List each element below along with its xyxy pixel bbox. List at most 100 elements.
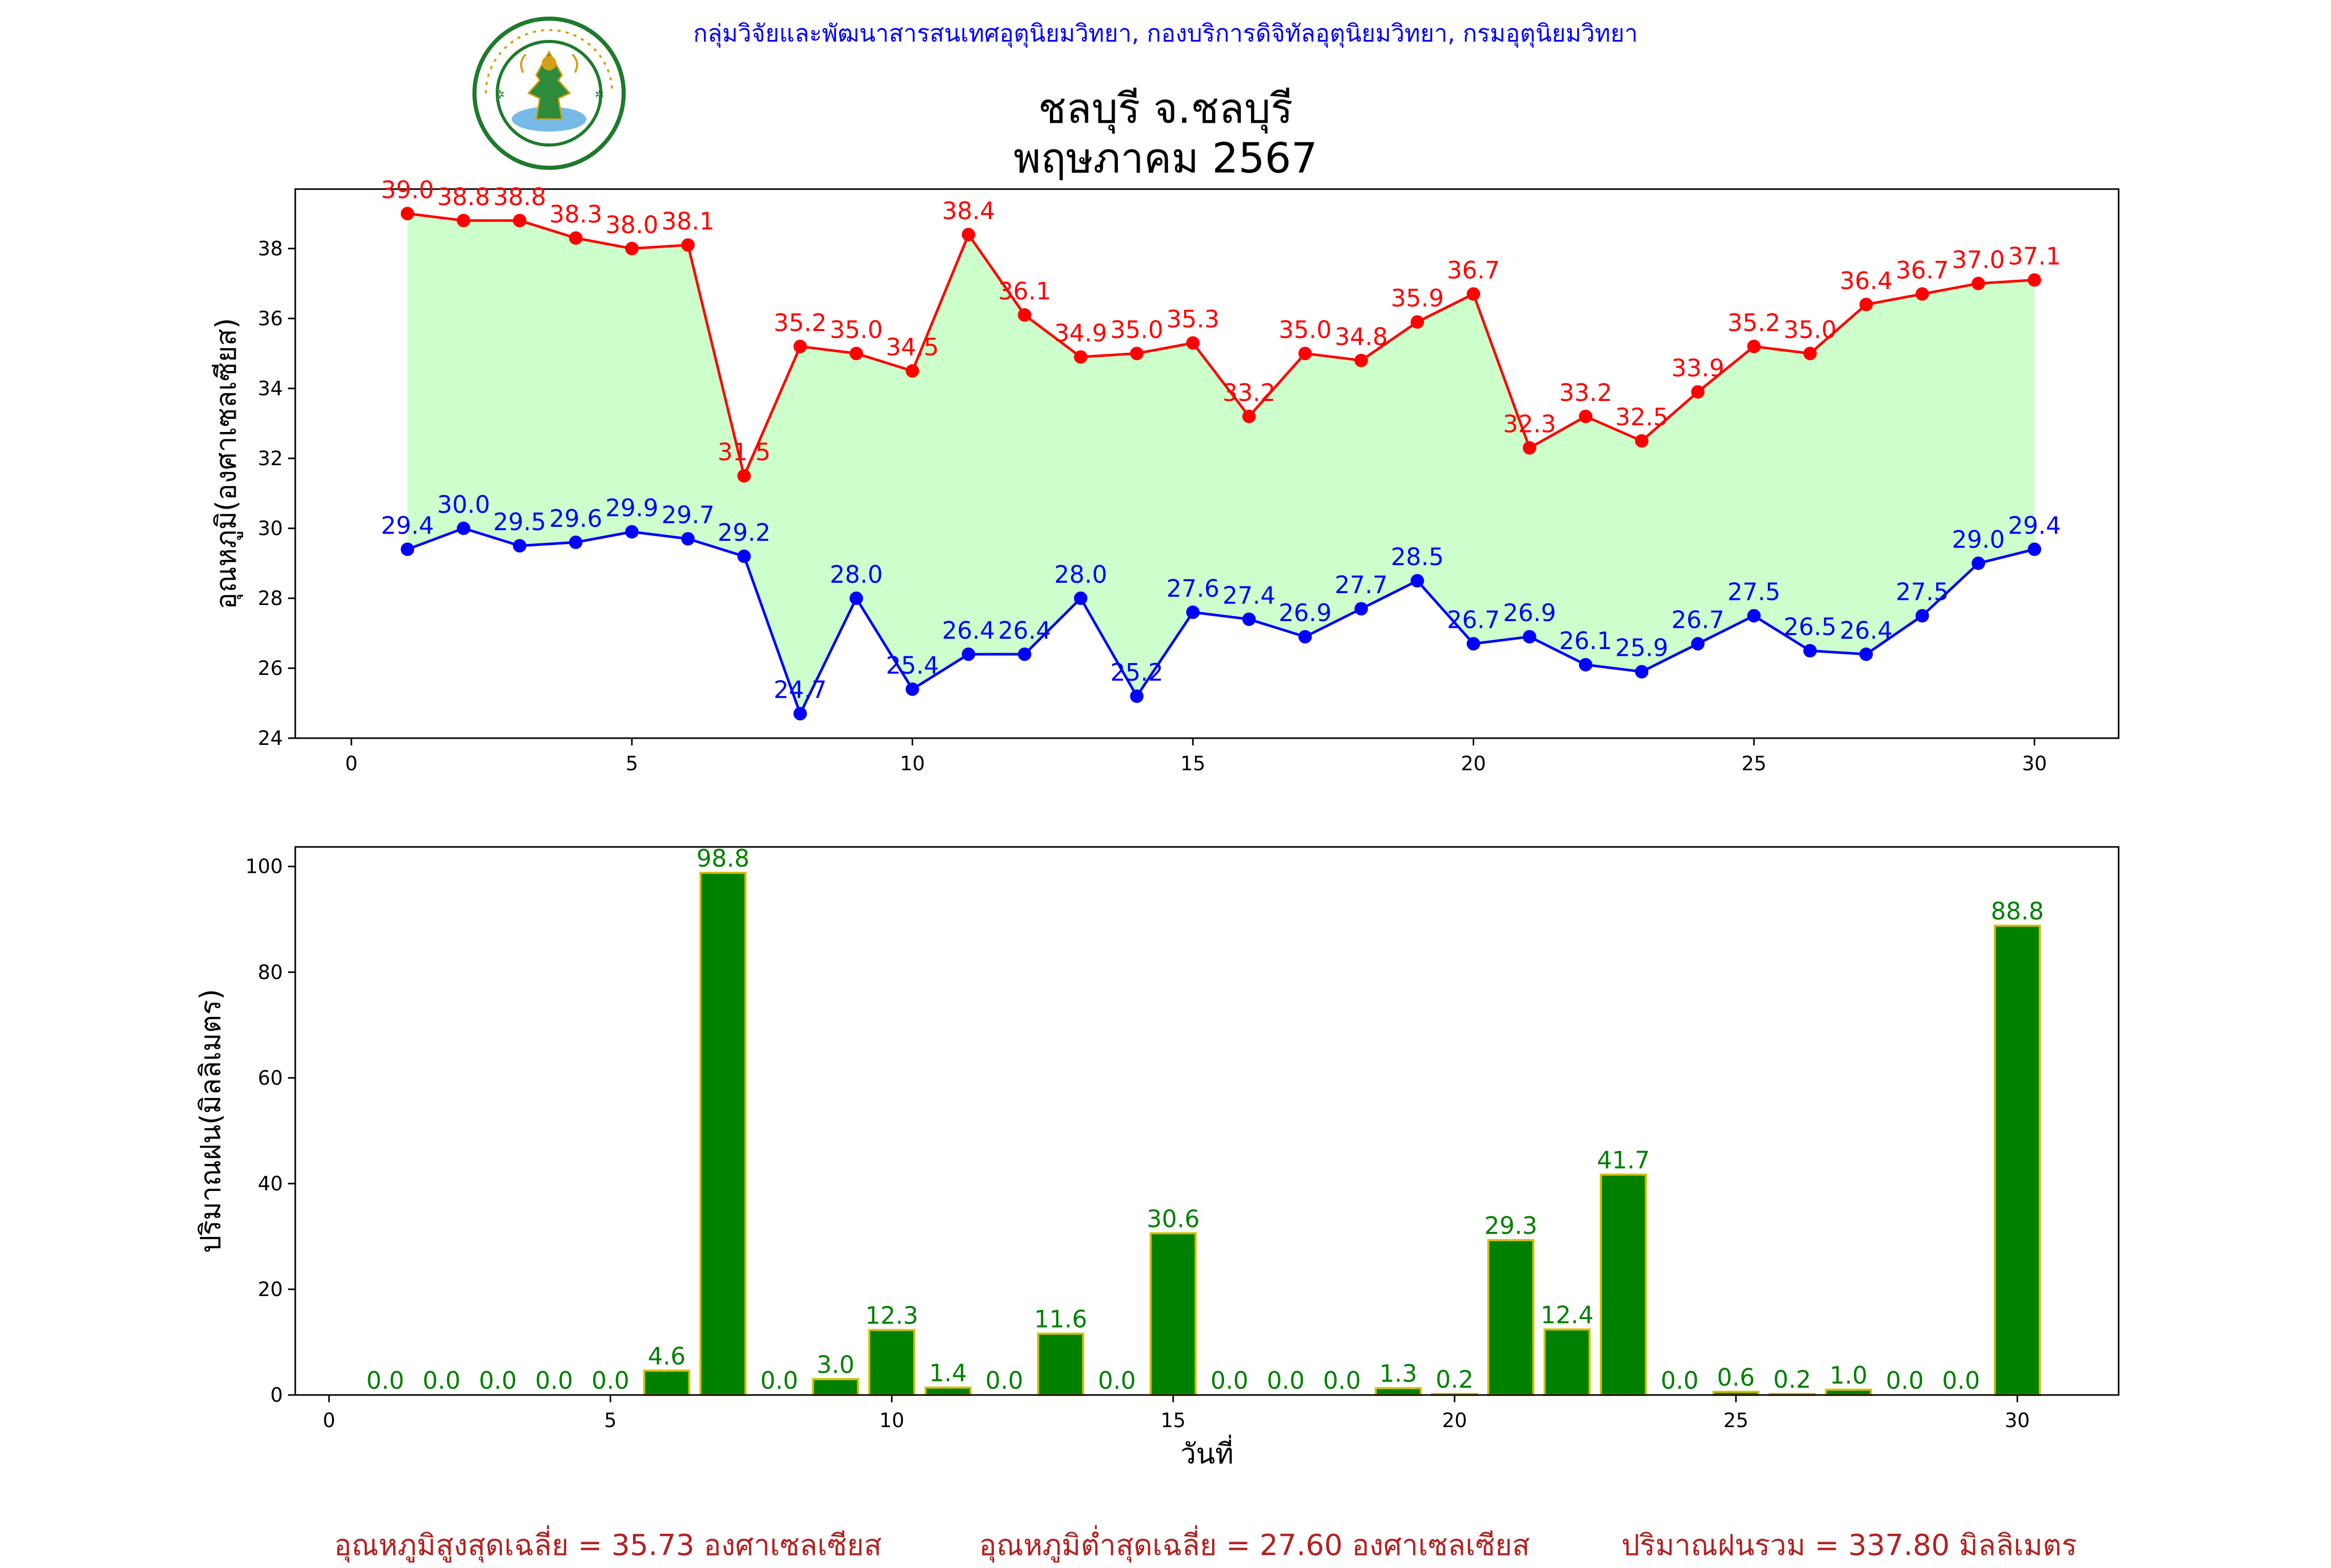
temp-x-tick-label: 5 — [626, 752, 638, 775]
min-temp-label: 26.5 — [1783, 613, 1836, 641]
rain-bar — [1543, 1328, 1591, 1397]
min-temp-label: 25.9 — [1615, 634, 1668, 662]
rain-value-label: 0.0 — [1211, 1366, 1248, 1394]
max-temp-point — [1242, 409, 1256, 423]
rain-value-label: 29.3 — [1484, 1212, 1537, 1240]
min-temp-label: 25.2 — [1110, 658, 1163, 686]
max-temp-point — [456, 213, 470, 227]
max-temp-point — [1522, 441, 1536, 455]
max-temp-label: 38.1 — [661, 207, 714, 235]
max-temp-label: 33.9 — [1671, 354, 1724, 382]
min-temp-point — [961, 647, 975, 661]
max-temp-label: 38.0 — [606, 211, 658, 239]
min-temp-label: 29.9 — [606, 494, 658, 522]
rain-value-label: 0.0 — [760, 1366, 798, 1394]
rain-value-label: 0.0 — [535, 1366, 573, 1394]
avg-max-temp-summary: อุณหภูมิสูงสุดเฉลี่ย = 35.73 องศาเซลเซีย… — [334, 1529, 882, 1562]
rain-y-tick-label: 80 — [258, 961, 283, 984]
rain-value-label: 0.2 — [1773, 1365, 1811, 1393]
rain-bar — [1600, 1173, 1647, 1396]
rain-plot-frame — [294, 846, 2120, 1396]
temp-x-tick-label: 10 — [900, 752, 925, 775]
temp-y-tick-label: 26 — [258, 657, 283, 680]
max-temp-label: 35.3 — [1167, 305, 1219, 333]
min-temp-label: 26.7 — [1671, 606, 1724, 634]
max-temp-point — [905, 364, 919, 378]
min-temp-point — [400, 542, 414, 556]
agency-credit: กลุ่มวิจัยและพัฒนาสารสนเทศอุตุนิยมวิทยา,… — [693, 19, 1638, 47]
max-temp-point — [1130, 347, 1144, 361]
rain-bar — [1825, 1388, 1872, 1397]
min-temp-label: 27.7 — [1335, 571, 1388, 599]
min-temp-label: 26.4 — [998, 616, 1051, 644]
max-temp-point — [1466, 287, 1480, 301]
rain-bar — [868, 1329, 916, 1397]
rain-value-label: 4.6 — [648, 1342, 685, 1370]
max-temp-label: 32.3 — [1503, 410, 1556, 438]
max-temp-point — [2027, 273, 2041, 287]
max-temp-point — [1298, 347, 1312, 361]
rain-value-label: 0.0 — [1323, 1366, 1361, 1394]
min-temp-label: 29.4 — [381, 511, 434, 539]
min-temp-point — [1186, 605, 1200, 619]
max-temp-point — [850, 347, 864, 361]
rain-value-label: 0.0 — [1661, 1366, 1699, 1394]
rain-value-label: 0.0 — [1942, 1366, 1980, 1394]
rain-value-label: 0.0 — [1886, 1366, 1924, 1394]
rain-bar — [1993, 925, 2041, 1396]
temp-x-tick-label: 25 — [1742, 752, 1766, 775]
min-temp-label: 26.1 — [1559, 627, 1612, 655]
max-temp-point — [1354, 353, 1368, 367]
min-temp-label: 28.0 — [1054, 560, 1107, 588]
rain-value-label: 88.8 — [1991, 897, 2044, 925]
rain-value-label: 0.6 — [1717, 1363, 1755, 1391]
min-temp-point — [1466, 637, 1480, 651]
rain-x-tick-label: 0 — [323, 1409, 335, 1432]
max-temp-label: 35.2 — [774, 309, 827, 337]
max-temp-label: 37.0 — [1952, 246, 2005, 274]
rain-value-label: 0.0 — [1267, 1366, 1305, 1394]
rain-bar — [1374, 1387, 1422, 1397]
temp-x-tick-label: 30 — [2022, 752, 2047, 775]
min-temp-label: 29.0 — [1952, 525, 2005, 553]
min-temp-label: 26.4 — [1839, 616, 1892, 644]
max-temp-point — [569, 231, 583, 245]
min-temp-point — [1747, 609, 1761, 623]
max-temp-label: 36.4 — [1839, 267, 1892, 295]
rain-bar — [699, 871, 747, 1396]
max-temp-label: 36.7 — [1447, 256, 1500, 284]
min-temp-point — [513, 539, 527, 553]
max-temp-label: 35.0 — [830, 315, 883, 343]
min-temp-label: 26.9 — [1278, 599, 1331, 627]
rain-value-label: 1.4 — [929, 1359, 967, 1387]
max-temp-point — [625, 241, 639, 255]
temp-y-tick-label: 36 — [258, 307, 283, 330]
max-temp-label: 36.1 — [998, 277, 1051, 305]
min-temp-label: 27.5 — [1728, 578, 1780, 606]
max-temp-point — [1859, 297, 1873, 311]
min-temp-label: 30.0 — [437, 491, 490, 519]
min-temp-point — [569, 535, 583, 549]
rain-y-tick-label: 20 — [258, 1278, 283, 1301]
min-temp-point — [1972, 556, 1985, 570]
temp-y-tick-label: 28 — [258, 587, 283, 610]
rain-value-label: 0.0 — [1098, 1366, 1136, 1394]
temperature-range-fill — [407, 213, 2035, 714]
temp-y-tick-label: 34 — [258, 377, 283, 400]
min-temp-label: 27.4 — [1222, 581, 1275, 609]
rain-bar — [643, 1370, 690, 1396]
max-temp-point — [400, 207, 414, 221]
min-temp-label: 24.7 — [774, 676, 827, 704]
rain-value-label: 0.0 — [592, 1366, 629, 1394]
min-temp-label: 28.5 — [1391, 543, 1444, 571]
temp-y-tick-label: 38 — [258, 237, 283, 260]
min-temp-point — [1635, 665, 1649, 679]
min-temp-point — [905, 682, 919, 696]
max-temp-label: 37.1 — [2008, 242, 2061, 270]
max-temp-label: 39.0 — [381, 176, 434, 204]
max-temp-label: 38.8 — [437, 183, 490, 211]
max-temp-label: 38.8 — [493, 183, 546, 211]
min-temp-point — [2027, 542, 2041, 556]
rain-x-tick-label: 5 — [604, 1409, 616, 1432]
